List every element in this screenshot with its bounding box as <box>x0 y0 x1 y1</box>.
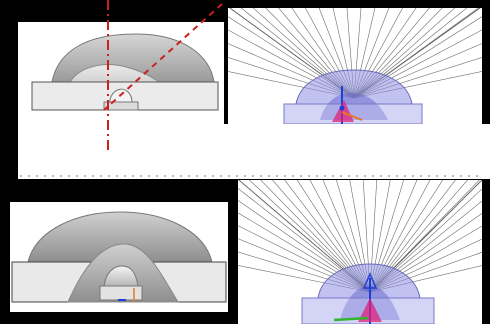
blue-lens-base <box>283 103 423 124</box>
led-substrate <box>103 101 139 111</box>
vector-orange <box>341 111 363 121</box>
vector-blue-head <box>362 272 378 289</box>
lens-dome <box>27 211 213 263</box>
vector-red <box>358 298 382 322</box>
blue-lens-dome <box>295 69 413 105</box>
ray-trace-top-right <box>228 8 482 124</box>
vector-red <box>332 100 354 122</box>
ray-trace-bottom-right <box>238 180 482 324</box>
origin-dot <box>339 105 345 111</box>
led-substrate <box>99 285 143 301</box>
vector-green <box>333 316 369 322</box>
panel-top-right <box>228 8 482 124</box>
panel-bottom-left <box>10 202 228 312</box>
lens-diagram-top-left <box>31 33 219 111</box>
led-chip <box>103 265 139 287</box>
panel-bottom-right <box>238 180 482 324</box>
diagonal-dash-axis <box>103 3 223 111</box>
separator-band <box>18 124 490 179</box>
panel-top-left <box>18 22 224 126</box>
lens-diagram-bottom-left <box>11 211 227 303</box>
